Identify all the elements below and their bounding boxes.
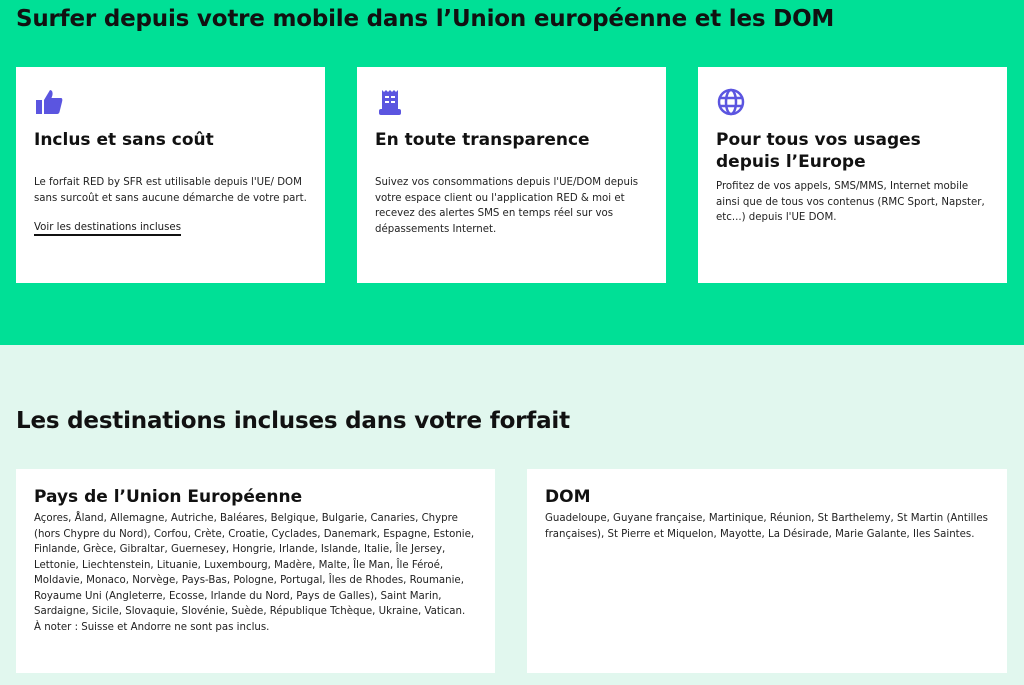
- hero-title: Surfer depuis votre mobile dans l’Union …: [16, 6, 835, 32]
- card-transparency: En toute transparence Suivez vos consomm…: [357, 67, 666, 283]
- eu-note: À noter : Suisse et Andorre ne sont pas …: [34, 621, 270, 633]
- card-title: En toute transparence: [375, 130, 590, 150]
- card-usage: Pour tous vos usages depuis l’Europe Pro…: [698, 67, 1007, 283]
- hero-section: Surfer depuis votre mobile dans l’Union …: [0, 0, 1024, 345]
- dom-destinations-card: DOM Guadeloupe, Guyane française, Martin…: [527, 469, 1007, 673]
- dom-title: DOM: [545, 487, 591, 507]
- card-text: Profitez de vos appels, SMS/MMS, Interne…: [716, 181, 985, 223]
- receipt-icon: [379, 90, 401, 115]
- see-destinations-link[interactable]: Voir les destinations incluses: [34, 222, 181, 236]
- eu-title: Pays de l’Union Européenne: [34, 487, 303, 507]
- globe-icon: [717, 88, 745, 116]
- card-title: Inclus et sans coût: [34, 130, 214, 150]
- eu-destinations-card: Pays de l’Union Européenne Açores, Åland…: [16, 469, 495, 673]
- card-included: Inclus et sans coût Le forfait RED by SF…: [16, 67, 325, 283]
- thumbs-up-icon: [36, 90, 63, 114]
- card-text: Le forfait RED by SFR est utilisable dep…: [34, 177, 307, 204]
- card-text: Suivez vos consommations depuis l'UE/DOM…: [375, 177, 639, 235]
- dom-list: Guadeloupe, Guyane française, Martinique…: [545, 513, 988, 540]
- card-title: Pour tous vos usages depuis l’Europe: [716, 130, 921, 172]
- destinations-title: Les destinations incluses dans votre for…: [16, 408, 570, 434]
- eu-countries: Açores, Åland, Allemagne, Autriche, Balé…: [34, 513, 475, 617]
